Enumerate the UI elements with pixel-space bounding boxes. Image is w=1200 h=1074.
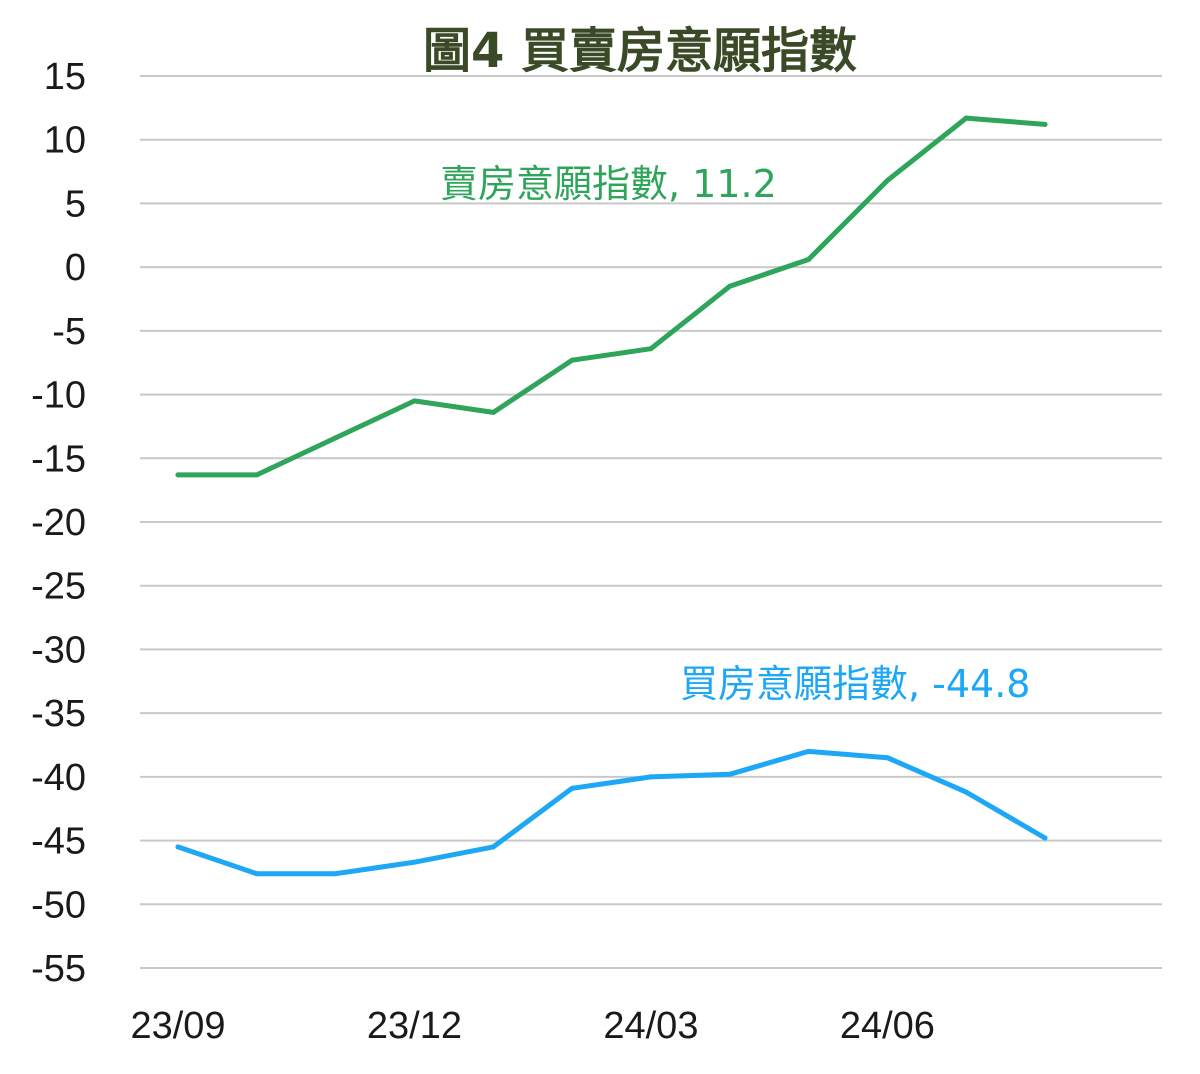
data-point (333, 435, 339, 441)
data-point (411, 398, 417, 404)
data-point (806, 748, 812, 754)
data-point (727, 283, 733, 289)
x-tick-label: 24/03 (603, 1005, 698, 1047)
y-tick-label: -50 (31, 884, 86, 926)
data-point (490, 409, 496, 415)
data-point (884, 177, 890, 183)
series-layer (175, 115, 1048, 877)
data-point (1042, 121, 1048, 127)
gridlines (140, 75, 1162, 969)
data-point (884, 755, 890, 761)
chart-title: 圖4 買賣房意願指數 (423, 23, 857, 79)
data-point (1042, 835, 1048, 841)
series-label-0: 賣房意願指數, 11.2 (440, 162, 777, 206)
y-tick-label: 0 (65, 247, 86, 289)
data-point (727, 771, 733, 777)
data-point (569, 785, 575, 791)
y-tick-label: -45 (31, 821, 86, 863)
y-tick-label: -35 (31, 693, 86, 735)
data-point (175, 844, 181, 850)
x-tick-label: 24/06 (840, 1005, 935, 1047)
data-point (648, 774, 654, 780)
y-tick-label: 10 (44, 120, 86, 162)
data-point (411, 859, 417, 865)
x-tick-label: 23/12 (367, 1005, 462, 1047)
data-point (254, 871, 260, 877)
data-point (963, 115, 969, 121)
y-tick-label: -30 (31, 629, 86, 671)
y-tick-label: -15 (31, 438, 86, 480)
y-tick-label: 15 (44, 56, 86, 98)
y-tick-label: -40 (31, 757, 86, 799)
series-line-0 (175, 115, 1048, 478)
data-point (490, 844, 496, 850)
data-point (963, 789, 969, 795)
series-label-1: 買房意願指數, -44.8 (680, 662, 1030, 706)
series-line-1 (175, 748, 1048, 877)
data-point (569, 357, 575, 363)
series-labels: 賣房意願指數, 11.2 買房意願指數, -44.8 (440, 162, 1030, 706)
data-point (254, 472, 260, 478)
data-point (333, 871, 339, 877)
data-point (648, 346, 654, 352)
y-tick-label: 5 (65, 183, 86, 225)
data-point (806, 256, 812, 262)
x-axis-ticks: 23/09 23/12 24/03 24/06 (130, 1005, 934, 1047)
data-point (175, 472, 181, 478)
y-axis-ticks: 15 10 5 0 -5 -10 -15 -20 -25 -30 -35 -40 -45 -50 -55 (31, 56, 86, 990)
y-tick-label: -10 (31, 375, 86, 417)
x-tick-label: 23/09 (130, 1005, 225, 1047)
y-tick-label: -55 (31, 948, 86, 990)
y-tick-label: -20 (31, 502, 86, 544)
y-tick-label: -5 (52, 311, 86, 353)
y-tick-label: -25 (31, 566, 86, 608)
